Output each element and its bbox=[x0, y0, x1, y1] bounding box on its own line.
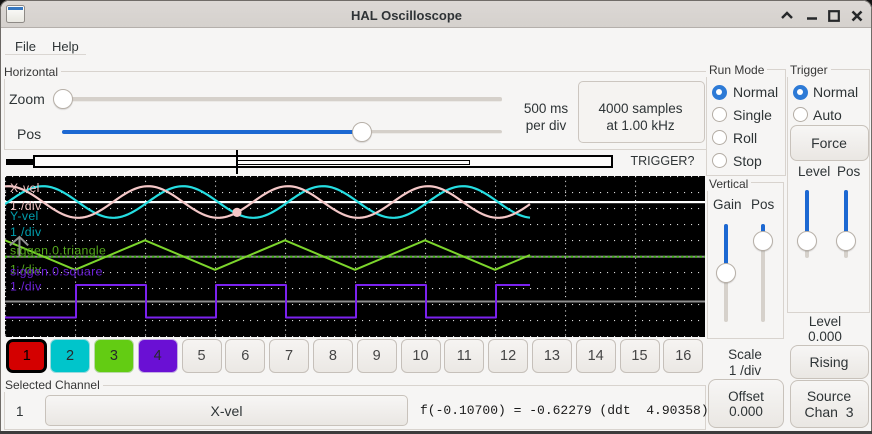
svg-text:1 /div: 1 /div bbox=[10, 280, 42, 294]
svg-text:Y-vel: Y-vel bbox=[10, 209, 39, 223]
svg-text:X-vel: X-vel bbox=[10, 181, 40, 195]
svg-text:1 /div: 1 /div bbox=[10, 199, 42, 213]
svg-text:siggen.0.triangle: siggen.0.triangle bbox=[10, 244, 106, 258]
svg-text:1 /div: 1 /div bbox=[10, 262, 42, 276]
svg-text:1 /div: 1 /div bbox=[10, 225, 42, 239]
svg-text:siggen.0.square: siggen.0.square bbox=[10, 265, 103, 279]
